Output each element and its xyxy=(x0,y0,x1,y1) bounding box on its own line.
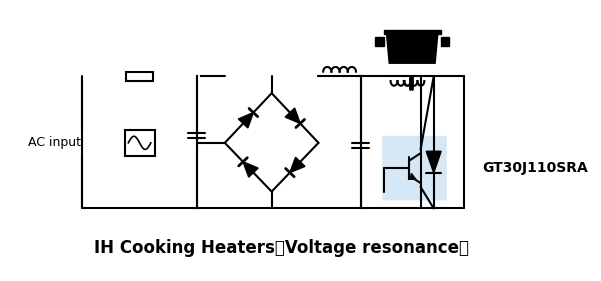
Polygon shape xyxy=(383,30,441,34)
Polygon shape xyxy=(290,157,305,173)
FancyBboxPatch shape xyxy=(382,136,447,200)
Polygon shape xyxy=(375,37,383,46)
Polygon shape xyxy=(243,162,258,177)
Text: AC input: AC input xyxy=(28,136,81,149)
Polygon shape xyxy=(386,32,438,63)
Text: IH Cooking Heaters（Voltage resonance）: IH Cooking Heaters（Voltage resonance） xyxy=(94,239,469,257)
Polygon shape xyxy=(391,34,433,40)
Bar xyxy=(126,72,153,81)
Bar xyxy=(124,130,154,156)
Polygon shape xyxy=(239,113,254,128)
Polygon shape xyxy=(404,40,419,46)
Polygon shape xyxy=(426,151,441,173)
Text: GT30J110SRA: GT30J110SRA xyxy=(483,161,588,175)
Polygon shape xyxy=(285,108,300,123)
Polygon shape xyxy=(441,37,449,46)
